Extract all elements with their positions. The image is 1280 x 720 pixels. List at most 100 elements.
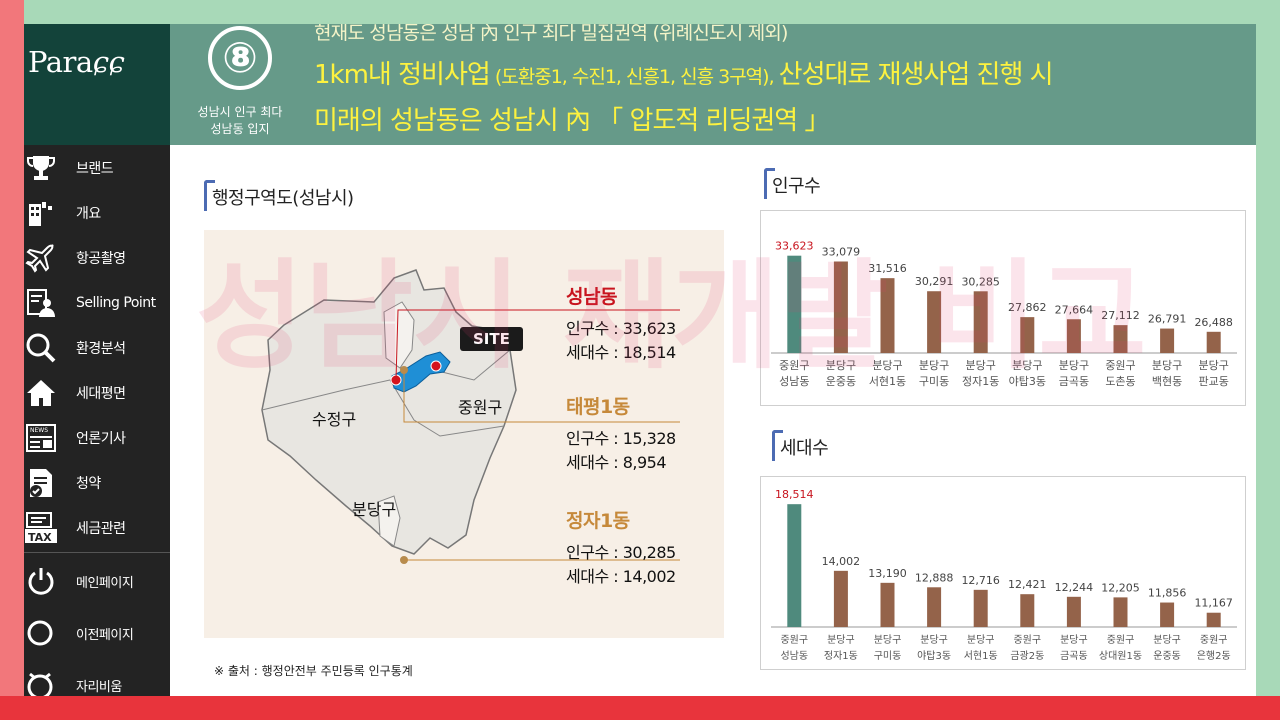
district-label: 수정구 <box>312 410 357 429</box>
chart-category-label: 성남동 <box>779 375 809 388</box>
household-chart: 18,514 중원구 성남동 14,002 분당구 정자1동 13,190 분당구 구미동 12,… <box>760 476 1246 670</box>
chart-category-label: 백현동 <box>1152 375 1182 388</box>
logo[interactable]: Paraɕɕ <box>24 24 170 145</box>
circle-icon <box>24 616 58 650</box>
chart-value-label: 11,167 <box>1194 597 1233 610</box>
sidebar-item-selling-point[interactable]: Selling Point <box>24 280 170 325</box>
headline-2-tail: 산성대로 재생사업 진행 시 <box>778 60 1054 90</box>
chart-value-label: 30,285 <box>961 275 1000 288</box>
chart-bar <box>1020 317 1035 353</box>
chart-category-label: 은행2동 <box>1197 650 1231 662</box>
chart-value-label: 12,888 <box>915 571 954 584</box>
chart-value-label: 26,791 <box>1148 313 1187 326</box>
chart-category-label: 분당구 <box>872 359 902 372</box>
page-header: ⑧ 성남시 인구 최다 성남동 입지 현재도 성남동은 성남 內 인구 최다 밀… <box>170 24 1256 145</box>
sidebar-item-label: Selling Point <box>76 294 156 311</box>
house-icon <box>24 376 58 410</box>
chart-category-label: 도촌동 <box>1105 375 1135 388</box>
chart-category-label: 분당구 <box>1153 634 1181 646</box>
sidebar-item-floorplan[interactable]: 세대평면 <box>24 370 170 415</box>
area-name: 성남동 <box>566 286 617 308</box>
frame-left <box>0 0 24 720</box>
sidebar-item-main-page[interactable]: 메인페이지 <box>24 555 170 607</box>
map-leader-line <box>395 309 680 381</box>
district-map: 수정구 중원구 분당구 <box>204 230 724 638</box>
chart-category-label: 분당구 <box>1012 359 1042 372</box>
chart-category-label: 운중동 <box>1153 650 1181 662</box>
chart-bar <box>1160 602 1175 627</box>
sidebar-nav: 브랜드 개요 항공촬영 Selling Point <box>24 145 170 696</box>
frame-right <box>1256 0 1280 720</box>
logo-mark: ɕɕ <box>92 45 125 79</box>
chart-value-label: 13,190 <box>868 567 907 580</box>
document-person-icon <box>24 286 58 320</box>
map-subregion <box>377 495 401 547</box>
map-leader-line <box>403 370 680 423</box>
section-caption: 성남시 인구 최다 성남동 입지 <box>182 104 298 138</box>
chart-value-label: 18,514 <box>775 488 814 501</box>
sidebar-item-aerial[interactable]: 항공촬영 <box>24 235 170 280</box>
chart-category-label: 중원구 <box>779 359 809 372</box>
map-marker <box>430 360 442 372</box>
sidebar-item-label: 브랜드 <box>76 160 114 177</box>
headline-2-detail: (도환중1, 수진1, 신흥1, 신흥 3구역), <box>489 66 779 88</box>
tax-icon: TAX <box>24 511 58 545</box>
headline-2-main: 1km내 정비사업 <box>314 60 491 90</box>
chart-category-label: 야탑3동 <box>917 650 951 662</box>
frame-bottom <box>0 696 1280 720</box>
map-outline <box>261 269 517 555</box>
chart-bar <box>880 582 895 627</box>
chart-category-label: 분당구 <box>966 359 996 372</box>
chart-bar <box>1113 325 1128 353</box>
sidebar-item-label: 이전페이지 <box>76 627 134 643</box>
area-info-jeongja: 정자1동 인구수 : 30,285 세대수 : 14,002 <box>566 506 676 589</box>
sidebar-item-label: 청약 <box>76 475 101 492</box>
chart-category-label: 상대원1동 <box>1099 650 1142 662</box>
area-info-seongnam: 성남동 인구수 : 33,623 세대수 : 18,514 <box>566 282 676 365</box>
chart-category-label: 판교동 <box>1199 375 1229 388</box>
area-households: 세대수 : 14,002 <box>566 567 676 586</box>
chart-category-label: 분당구 <box>1060 634 1088 646</box>
chart-category-label: 금곡동 <box>1059 375 1089 388</box>
building-icon <box>24 196 58 230</box>
chart-bar <box>1020 594 1035 627</box>
chart-bar <box>927 587 942 627</box>
chart-category-label: 중원구 <box>780 634 808 646</box>
chart-category-label: 분당구 <box>967 634 995 646</box>
chart-category-label: 야탑3동 <box>1009 375 1046 388</box>
trophy-icon <box>24 151 58 185</box>
map-section-title: 행정구역도(성남시) <box>204 180 354 211</box>
sidebar-item-away[interactable]: 자리비움 <box>24 659 170 696</box>
power-icon <box>24 564 58 598</box>
chart-category-label: 정자1동 <box>824 650 858 662</box>
sidebar-item-environment[interactable]: 환경분석 <box>24 325 170 370</box>
chart-category-label: 정자1동 <box>962 375 999 388</box>
chart-category-label: 운중동 <box>826 375 856 388</box>
area-households: 세대수 : 8,954 <box>566 453 667 472</box>
population-chart-title: 인구수 <box>763 168 821 199</box>
chart-category-label: 중원구 <box>1107 634 1135 646</box>
sidebar-item-label: 환경분석 <box>76 340 126 357</box>
chart-category-label: 분당구 <box>827 634 855 646</box>
sidebar-item-subscription[interactable]: 청약 <box>24 460 170 505</box>
app-window: Paraɕɕ 브랜드 개요 항공촬영 <box>24 24 1256 696</box>
sidebar-item-previous-page[interactable]: 이전페이지 <box>24 607 170 659</box>
headline-1: 현재도 성남동은 성남 內 인구 최다 밀집권역 (위례신도시 제외) <box>314 24 788 44</box>
chart-value-label: 30,291 <box>915 275 954 288</box>
clock-icon <box>24 668 58 696</box>
chart-category-label: 중원구 <box>1013 634 1041 646</box>
sidebar-item-label: 언론기사 <box>76 430 126 447</box>
sidebar-item-brand[interactable]: 브랜드 <box>24 145 170 190</box>
svg-text:NEWS: NEWS <box>30 427 48 434</box>
sidebar-item-overview[interactable]: 개요 <box>24 190 170 235</box>
chart-value-label: 33,623 <box>775 240 814 253</box>
sidebar-item-label: 메인페이지 <box>76 575 134 591</box>
chart-bar <box>1066 596 1081 627</box>
sidebar-item-tax[interactable]: TAX 세금관련 <box>24 505 170 550</box>
sidebar-item-news[interactable]: NEWS 언론기사 <box>24 415 170 460</box>
headline-2: 1km내 정비사업 (도환중1, 수진1, 신흥1, 신흥 3구역), 산성대로… <box>314 54 1054 91</box>
population-chart: 33,623 중원구 성남동 33,079 분당구 운중동 31,516 분당구 서현1동 30,… <box>760 210 1246 406</box>
chart-category-label: 분당구 <box>826 359 856 372</box>
chart-category-label: 금광2동 <box>1010 650 1044 662</box>
